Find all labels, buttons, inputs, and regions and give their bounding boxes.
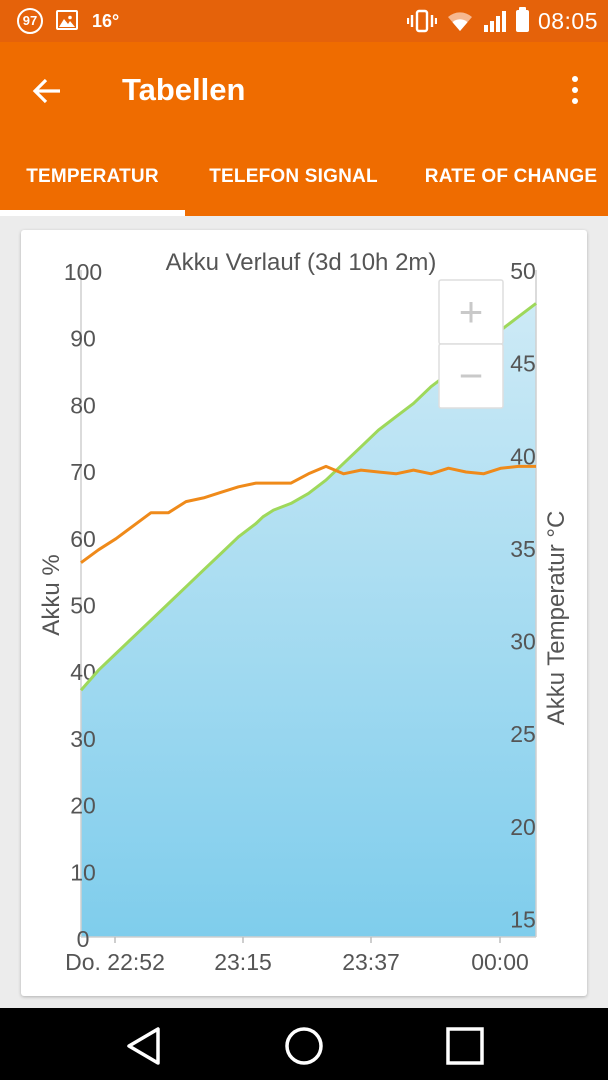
left-tick-label: 60 bbox=[70, 526, 96, 552]
back-triangle-icon[interactable] bbox=[122, 1024, 166, 1068]
zoom-in-button[interactable]: + bbox=[438, 279, 504, 345]
status-time: 08:05 bbox=[537, 7, 598, 34]
navigation-bar bbox=[0, 1008, 608, 1080]
recents-square-icon[interactable] bbox=[443, 1024, 487, 1068]
app-bar: Tabellen bbox=[0, 42, 608, 138]
x-tick-label: 23:37 bbox=[342, 949, 400, 975]
status-bar: 97 16° 08:05 bbox=[0, 0, 608, 42]
chart-card: 0 10 20 30 40 50 60 70 80 90 100 15 20 25 30 35 40 45 50 Do… bbox=[21, 230, 587, 996]
battery-icon bbox=[515, 7, 529, 32]
tab-indicator bbox=[0, 210, 185, 216]
left-tick-label: 70 bbox=[70, 459, 96, 485]
more-vert-icon[interactable] bbox=[560, 70, 590, 110]
x-tick-label: 23:15 bbox=[214, 949, 272, 975]
zoom-out-button[interactable]: − bbox=[438, 343, 504, 409]
tab-label: TELEFON SIGNAL bbox=[209, 166, 378, 187]
tab-rate-of-change[interactable]: RATE OF CHANGE bbox=[402, 138, 608, 216]
battery-chart[interactable]: 01020304050607080901001520253035404550Do… bbox=[21, 230, 587, 996]
left-tick-label: 40 bbox=[70, 659, 96, 685]
right-axis-label: Akku Temperatur °C bbox=[543, 511, 570, 726]
status-temperature: 16° bbox=[92, 11, 120, 31]
left-tick-label: 90 bbox=[70, 326, 96, 352]
app-title: Tabellen bbox=[122, 72, 246, 107]
zoom-in-icon: + bbox=[459, 288, 484, 335]
zoom-out-icon: − bbox=[459, 352, 484, 399]
left-tick-label: 0 bbox=[77, 926, 90, 952]
home-circle-icon[interactable] bbox=[282, 1024, 326, 1068]
right-tick-label: 15 bbox=[510, 906, 536, 932]
left-axis-label: Akku % bbox=[38, 554, 65, 635]
left-tick-label: 100 bbox=[64, 259, 102, 285]
notification-badge-icon: 97 bbox=[17, 8, 43, 34]
tab-bar: TEMPERATUR TELEFON SIGNAL RATE OF CHANGE bbox=[0, 138, 608, 216]
x-tick-label: 00:00 bbox=[471, 949, 529, 975]
signal-icon bbox=[483, 11, 506, 32]
chart-title: Akku Verlauf (3d 10h 2m) bbox=[166, 249, 437, 276]
left-tick-label: 10 bbox=[70, 859, 96, 885]
right-tick-label: 30 bbox=[510, 629, 536, 655]
gallery-icon bbox=[56, 10, 78, 30]
left-tick-label: 50 bbox=[70, 593, 96, 619]
wifi-icon bbox=[447, 12, 472, 31]
temperature-line bbox=[80, 464, 536, 564]
right-tick-label: 45 bbox=[510, 351, 536, 377]
right-tick-label: 50 bbox=[510, 258, 536, 284]
left-tick-label: 20 bbox=[70, 793, 96, 819]
back-button[interactable] bbox=[22, 66, 72, 116]
vibrate-icon bbox=[406, 9, 437, 33]
left-tick-label: 30 bbox=[70, 726, 96, 752]
arrow-left-icon bbox=[32, 78, 60, 104]
tab-label: RATE OF CHANGE bbox=[424, 166, 598, 187]
x-tick-label: Do. 22:52 bbox=[65, 949, 165, 975]
left-tick-label: 80 bbox=[70, 392, 96, 418]
right-tick-label: 35 bbox=[510, 536, 536, 562]
tab-telefon-signal[interactable]: TELEFON SIGNAL bbox=[185, 138, 402, 216]
tab-label: TEMPERATUR bbox=[26, 166, 159, 187]
tab-temperatur[interactable]: TEMPERATUR bbox=[0, 138, 185, 216]
right-tick-label: 25 bbox=[510, 721, 536, 747]
battery-area-fill bbox=[81, 303, 536, 937]
right-tick-label: 20 bbox=[510, 814, 536, 840]
